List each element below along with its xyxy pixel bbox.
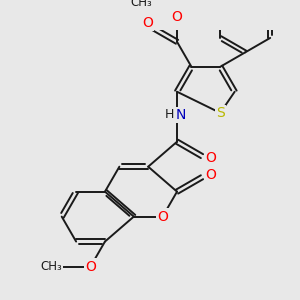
Text: H: H [165,108,175,122]
Text: CH₃: CH₃ [40,260,62,273]
Text: S: S [216,106,225,120]
Text: O: O [157,210,168,224]
Text: O: O [206,151,216,165]
Text: O: O [142,16,153,30]
Text: CH₃: CH₃ [130,0,152,9]
Text: N: N [176,108,186,122]
Text: O: O [206,168,216,182]
Text: O: O [85,260,96,274]
Text: O: O [172,10,182,24]
